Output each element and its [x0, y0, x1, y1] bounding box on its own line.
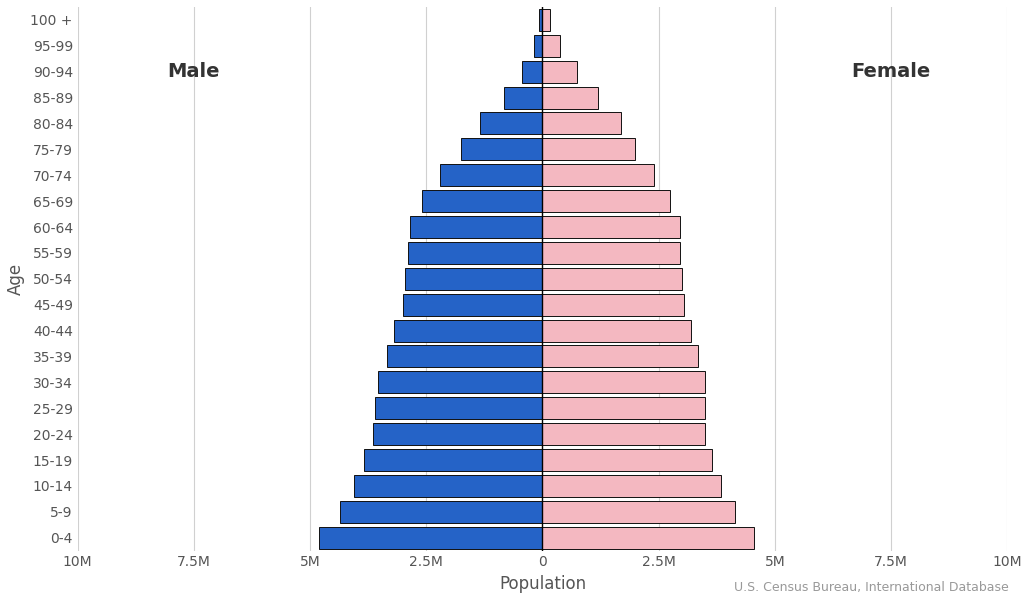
Bar — [542, 346, 699, 367]
Bar — [461, 139, 542, 160]
X-axis label: Population: Population — [499, 575, 587, 593]
Bar — [394, 320, 542, 341]
Text: U.S. Census Bureau, International Database: U.S. Census Bureau, International Databa… — [734, 581, 1008, 594]
Bar — [422, 190, 542, 212]
Bar — [534, 35, 542, 57]
Bar — [405, 268, 542, 290]
Bar — [410, 216, 542, 238]
Bar — [542, 268, 682, 290]
Text: Male: Male — [168, 62, 220, 81]
Bar — [542, 423, 705, 445]
Bar — [319, 527, 542, 548]
Bar — [542, 190, 670, 212]
Bar — [542, 320, 691, 341]
Bar — [542, 242, 679, 264]
Bar — [341, 501, 542, 523]
Bar — [542, 397, 705, 419]
Bar — [542, 9, 551, 31]
Y-axis label: Age: Age — [7, 263, 25, 295]
Bar — [542, 371, 705, 394]
Bar — [376, 397, 542, 419]
Bar — [542, 293, 684, 316]
Bar — [542, 164, 654, 186]
Bar — [542, 475, 721, 497]
Text: Female: Female — [851, 62, 930, 81]
Bar — [403, 293, 542, 316]
Bar — [440, 164, 542, 186]
Bar — [504, 86, 542, 109]
Bar — [542, 216, 679, 238]
Bar — [372, 423, 542, 445]
Bar — [480, 112, 542, 134]
Bar — [542, 501, 736, 523]
Bar — [542, 139, 636, 160]
Bar — [542, 35, 560, 57]
Bar — [387, 346, 542, 367]
Bar — [542, 449, 712, 471]
Bar — [378, 371, 542, 394]
Bar — [542, 61, 577, 83]
Bar — [354, 475, 542, 497]
Bar — [407, 242, 542, 264]
Bar — [363, 449, 542, 471]
Bar — [539, 9, 542, 31]
Bar — [522, 61, 542, 83]
Bar — [542, 112, 622, 134]
Bar — [542, 86, 598, 109]
Bar — [542, 527, 754, 548]
